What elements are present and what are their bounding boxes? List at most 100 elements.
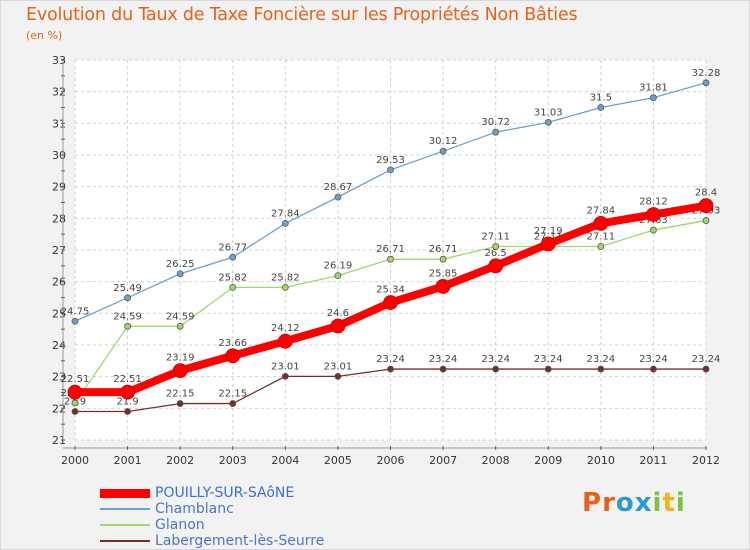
- data-label: 27.19: [534, 226, 563, 237]
- chart-title: Evolution du Taux de Taxe Foncière sur l…: [26, 5, 578, 25]
- x-tick-label: 2001: [114, 454, 142, 467]
- data-label: 26.19: [324, 261, 353, 272]
- data-point: [439, 147, 447, 155]
- data-point: [124, 294, 131, 302]
- chart-subtitle: (en %): [26, 29, 63, 42]
- data-label: 23.01: [324, 361, 353, 372]
- data-label: 22.15: [166, 389, 195, 400]
- data-label: 26.71: [376, 244, 405, 255]
- data-point: [176, 400, 184, 407]
- data-point: [702, 365, 710, 373]
- x-tick-label: 2003: [219, 454, 247, 467]
- data-point: [225, 348, 241, 364]
- data-point: [593, 215, 609, 231]
- data-point: [281, 219, 289, 227]
- x-tick-label: 2005: [324, 454, 352, 467]
- data-point: [383, 295, 398, 310]
- x-tick-label: 2004: [271, 454, 299, 467]
- data-point: [124, 322, 131, 330]
- data-label: 30.72: [481, 117, 510, 128]
- data-label: 24.75: [61, 306, 90, 317]
- data-point: [646, 207, 661, 222]
- data-label: 27.11: [587, 232, 616, 243]
- x-tick-label: 2010: [587, 454, 615, 467]
- data-point: [387, 365, 394, 373]
- data-label: 24.59: [113, 311, 142, 322]
- logo-letter: r: [602, 488, 616, 518]
- logo-letter: i: [675, 488, 686, 518]
- legend-swatch: [100, 524, 150, 526]
- data-label: 26.25: [166, 259, 195, 270]
- data-point: [435, 279, 451, 294]
- data-point: [229, 283, 237, 291]
- data-label: 28.12: [639, 197, 668, 208]
- data-point: [439, 365, 447, 373]
- data-label: 22.51: [61, 374, 90, 385]
- legend-label: Labergement-lès-Seurre: [155, 533, 325, 549]
- data-label: 23.24: [692, 354, 721, 365]
- data-label: 23.24: [534, 354, 563, 365]
- data-label: 25.82: [271, 272, 300, 283]
- data-label: 25.82: [218, 272, 247, 283]
- data-point: [540, 236, 556, 252]
- legend-label: Chamblanc: [155, 501, 234, 517]
- data-point: [334, 272, 342, 280]
- data-label: 27.11: [481, 232, 510, 243]
- data-point: [650, 94, 657, 102]
- data-label: 27.84: [587, 205, 616, 216]
- data-label: 22.51: [113, 374, 142, 385]
- data-label: 25.85: [429, 268, 458, 279]
- data-point: [124, 408, 131, 415]
- data-label: 26.71: [429, 244, 458, 255]
- data-point: [277, 333, 293, 349]
- x-tick-label: 2000: [61, 454, 89, 467]
- y-tick-label: 31: [52, 117, 66, 130]
- data-point: [544, 118, 552, 126]
- data-label: 23.66: [218, 338, 247, 349]
- data-label: 22.15: [218, 389, 247, 400]
- logo-letter: P: [582, 488, 603, 518]
- data-point: [650, 226, 657, 234]
- data-point: [597, 365, 605, 373]
- legend-swatch: [100, 508, 150, 510]
- data-label: 23.24: [376, 354, 405, 365]
- x-tick-label: 2002: [166, 454, 194, 467]
- data-label: 24.12: [271, 323, 300, 334]
- data-label: 23.24: [587, 354, 616, 365]
- data-label: 26.77: [218, 242, 247, 253]
- legend-swatch: [100, 540, 150, 542]
- data-label: 23.24: [481, 354, 510, 365]
- data-point: [597, 243, 605, 250]
- data-label: 30.12: [429, 136, 458, 147]
- x-tick-label: 2006: [377, 454, 405, 467]
- data-label: 26.5: [485, 248, 507, 259]
- data-label: 23.24: [639, 354, 668, 365]
- data-label: 32.28: [692, 68, 721, 79]
- logo-letter: o: [615, 488, 635, 518]
- data-point: [71, 317, 79, 325]
- data-label: 23.01: [271, 361, 300, 372]
- logo-letter: i: [652, 488, 663, 518]
- data-label: 24.59: [166, 311, 195, 322]
- data-point: [281, 283, 289, 291]
- data-point: [492, 243, 500, 250]
- data-point: [229, 400, 237, 407]
- data-point: [488, 258, 504, 274]
- data-label: 25.49: [113, 283, 142, 294]
- logo-letter: x: [634, 488, 653, 518]
- data-label: 23.24: [429, 354, 458, 365]
- data-label: 31.81: [639, 83, 668, 94]
- x-tick-label: 2008: [482, 454, 510, 467]
- data-point: [334, 193, 342, 201]
- data-point: [281, 372, 289, 380]
- x-tick-label: 2009: [534, 454, 562, 467]
- data-point: [650, 365, 657, 373]
- data-point: [544, 365, 552, 373]
- data-point: [120, 384, 135, 400]
- data-point: [597, 104, 605, 111]
- data-label: 29.53: [376, 155, 405, 166]
- x-tick-label: 2012: [692, 454, 720, 467]
- data-point: [71, 408, 79, 415]
- data-point: [387, 166, 394, 174]
